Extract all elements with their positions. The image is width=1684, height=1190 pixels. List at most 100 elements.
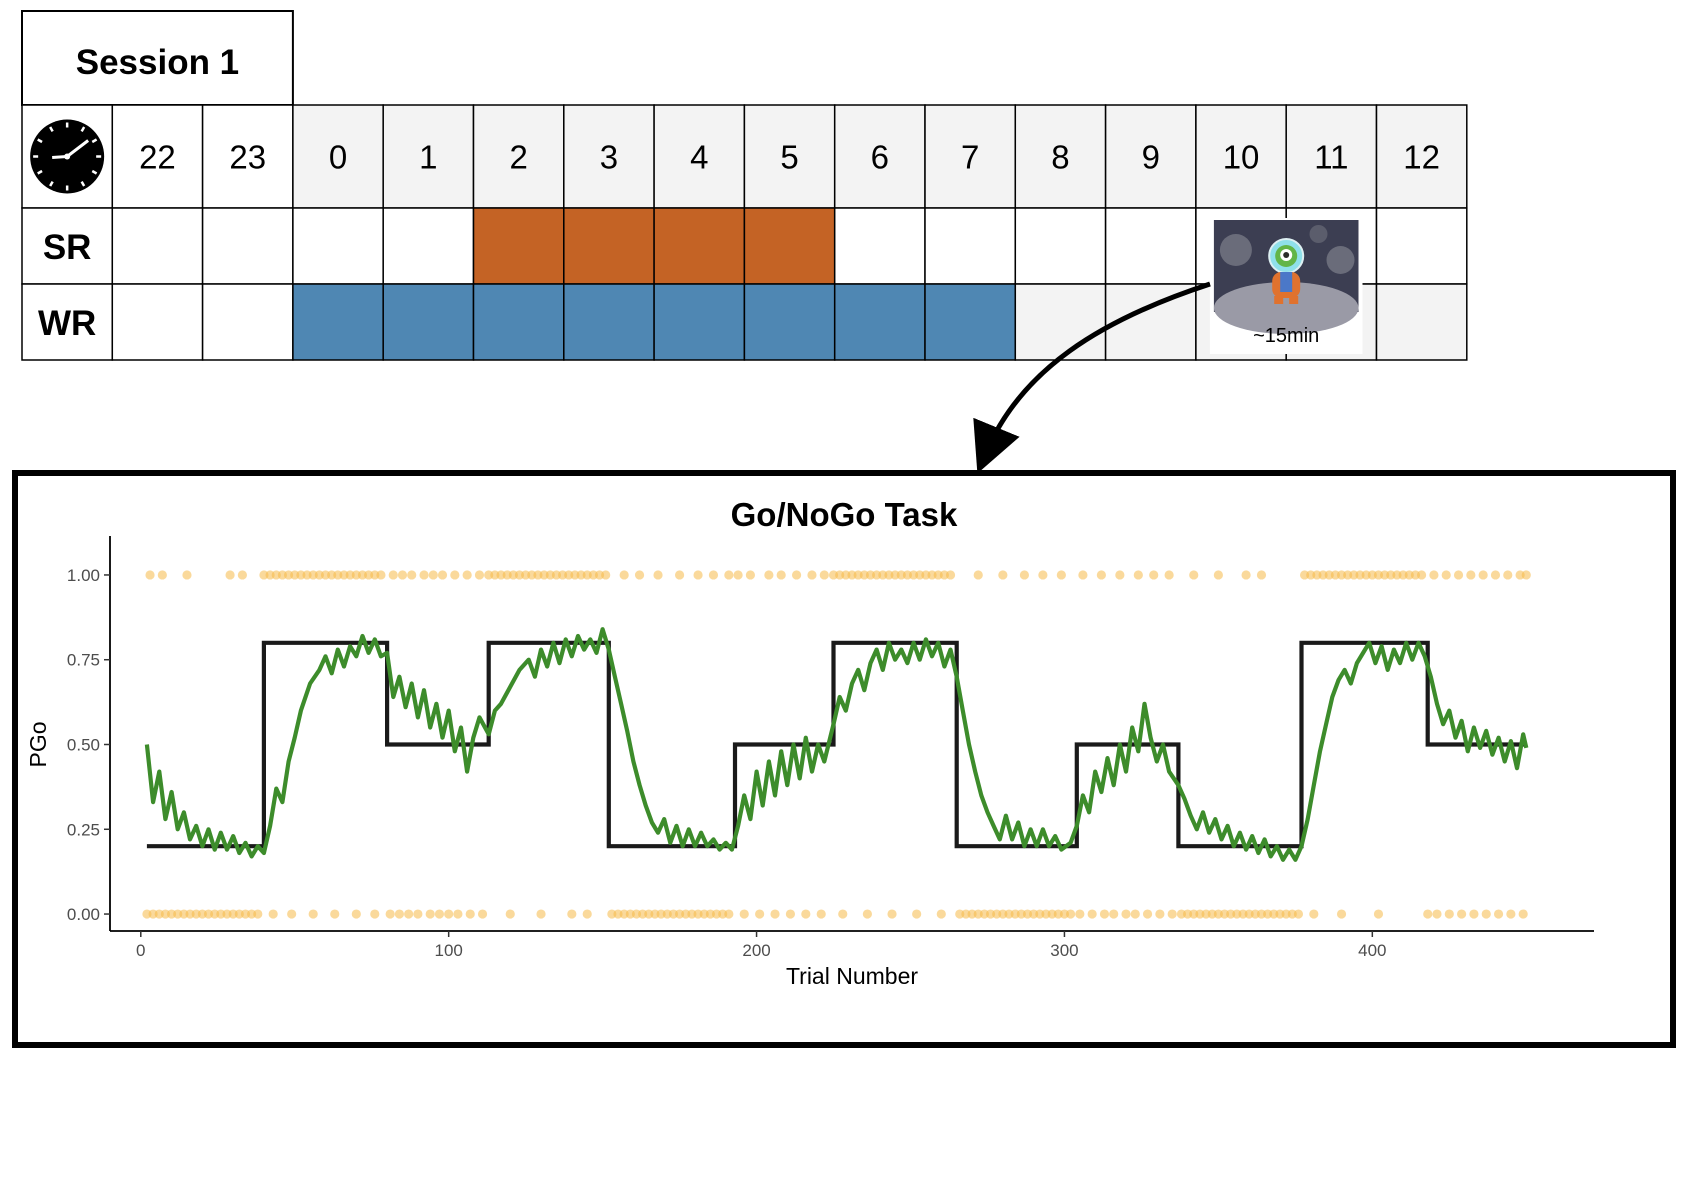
response-point: [912, 909, 922, 919]
response-point: [1164, 570, 1174, 580]
schedule-cell: [292, 207, 384, 285]
hour-header-cell: [1195, 104, 1287, 209]
hour-label: 8: [1051, 139, 1069, 176]
response-point: [653, 570, 663, 580]
response-point: [770, 909, 780, 919]
response-point: [819, 570, 829, 580]
x-tick-label: 200: [742, 941, 770, 960]
response-point: [801, 909, 811, 919]
response-point: [425, 909, 435, 919]
hour-label: 10: [1223, 139, 1260, 176]
y-tick-label: 1.00: [67, 566, 100, 585]
response-point: [862, 909, 872, 919]
sleep-block-cell: [292, 283, 384, 361]
response-point: [1130, 909, 1140, 919]
response-point: [601, 570, 611, 580]
schedule-cell: [833, 207, 926, 285]
response-point: [693, 570, 703, 580]
response-point: [1099, 909, 1110, 919]
sleep-block-cell: [472, 283, 565, 361]
response-point: [1121, 909, 1131, 919]
response-point: [776, 570, 786, 580]
x-tick-label: 0: [136, 941, 145, 960]
y-tick-label: 0.50: [67, 736, 100, 755]
y-tick-label: 0.75: [67, 651, 100, 670]
response-point: [1133, 570, 1143, 580]
y-tick-label: 0.00: [67, 905, 100, 924]
hour-header-cell: [111, 104, 204, 209]
response-point: [536, 909, 546, 919]
response-point: [708, 570, 719, 580]
hour-header-cell: [1014, 104, 1107, 209]
response-point: [444, 909, 454, 919]
response-point: [733, 570, 743, 580]
hour-header-cell: [653, 104, 746, 209]
response-point: [791, 570, 802, 580]
x-axis-title: Trial Number: [786, 963, 918, 989]
response-point: [1167, 909, 1177, 919]
response-point: [437, 570, 448, 580]
response-point: [1189, 570, 1199, 580]
y-axis-title: PGo: [25, 721, 51, 767]
response-point: [1149, 570, 1159, 580]
sleep-block-cell: [653, 283, 746, 361]
response-point: [1441, 570, 1451, 580]
series-responses-nogo: [142, 909, 1528, 919]
response-point: [1038, 570, 1048, 580]
hour-header-cell: [201, 104, 294, 209]
response-point: [764, 570, 774, 580]
schedule-cell: [201, 207, 294, 285]
response-point: [945, 570, 956, 580]
hour-header-cell: [1375, 104, 1468, 209]
response-point: [413, 909, 423, 919]
schedule-cell: [111, 283, 204, 361]
x-tick-label: 400: [1358, 941, 1386, 960]
response-point: [887, 909, 897, 919]
hour-label: 3: [600, 139, 618, 176]
response-point: [1373, 909, 1384, 919]
response-point: [1142, 909, 1153, 919]
response-point: [1457, 909, 1467, 919]
response-point: [388, 570, 398, 580]
schedule-cell: [1375, 283, 1468, 361]
session-title: Session 1: [76, 43, 239, 82]
response-point: [1019, 570, 1030, 580]
response-point: [351, 909, 361, 919]
response-point: [674, 570, 685, 580]
sleep-block-cell: [472, 207, 565, 285]
response-point: [453, 909, 463, 919]
response-point: [1056, 570, 1066, 580]
sleep-block-cell: [563, 283, 655, 361]
row-label-sr: SR: [43, 228, 92, 267]
response-point: [1481, 909, 1491, 919]
response-point: [1490, 570, 1501, 580]
response-point: [385, 909, 395, 919]
chart-title: Go/NoGo Task: [731, 496, 958, 533]
response-point: [419, 570, 429, 580]
response-point: [237, 570, 247, 580]
response-point: [474, 570, 485, 580]
response-point: [973, 570, 983, 580]
response-point: [1478, 570, 1488, 580]
hour-label: 1: [419, 139, 437, 176]
schedule-cell: [924, 207, 1017, 285]
response-point: [397, 570, 408, 580]
response-point: [253, 909, 263, 919]
hour-header-cell: [924, 104, 1017, 209]
response-point: [330, 909, 340, 919]
response-point: [619, 570, 629, 580]
task-thumbnail: ~15min: [1209, 218, 1363, 354]
sleep-block-cell: [833, 283, 926, 361]
response-point: [477, 909, 488, 919]
response-point: [1155, 909, 1165, 919]
alien-astronaut-image: [1268, 238, 1305, 304]
hour-label: 4: [690, 139, 708, 176]
response-point: [1466, 570, 1476, 580]
response-point: [404, 909, 414, 919]
response-point: [1493, 909, 1504, 919]
hour-label: 9: [1142, 139, 1160, 176]
hour-label: 0: [329, 139, 347, 176]
response-point: [428, 570, 438, 580]
response-point: [838, 909, 848, 919]
response-point: [1109, 909, 1119, 919]
